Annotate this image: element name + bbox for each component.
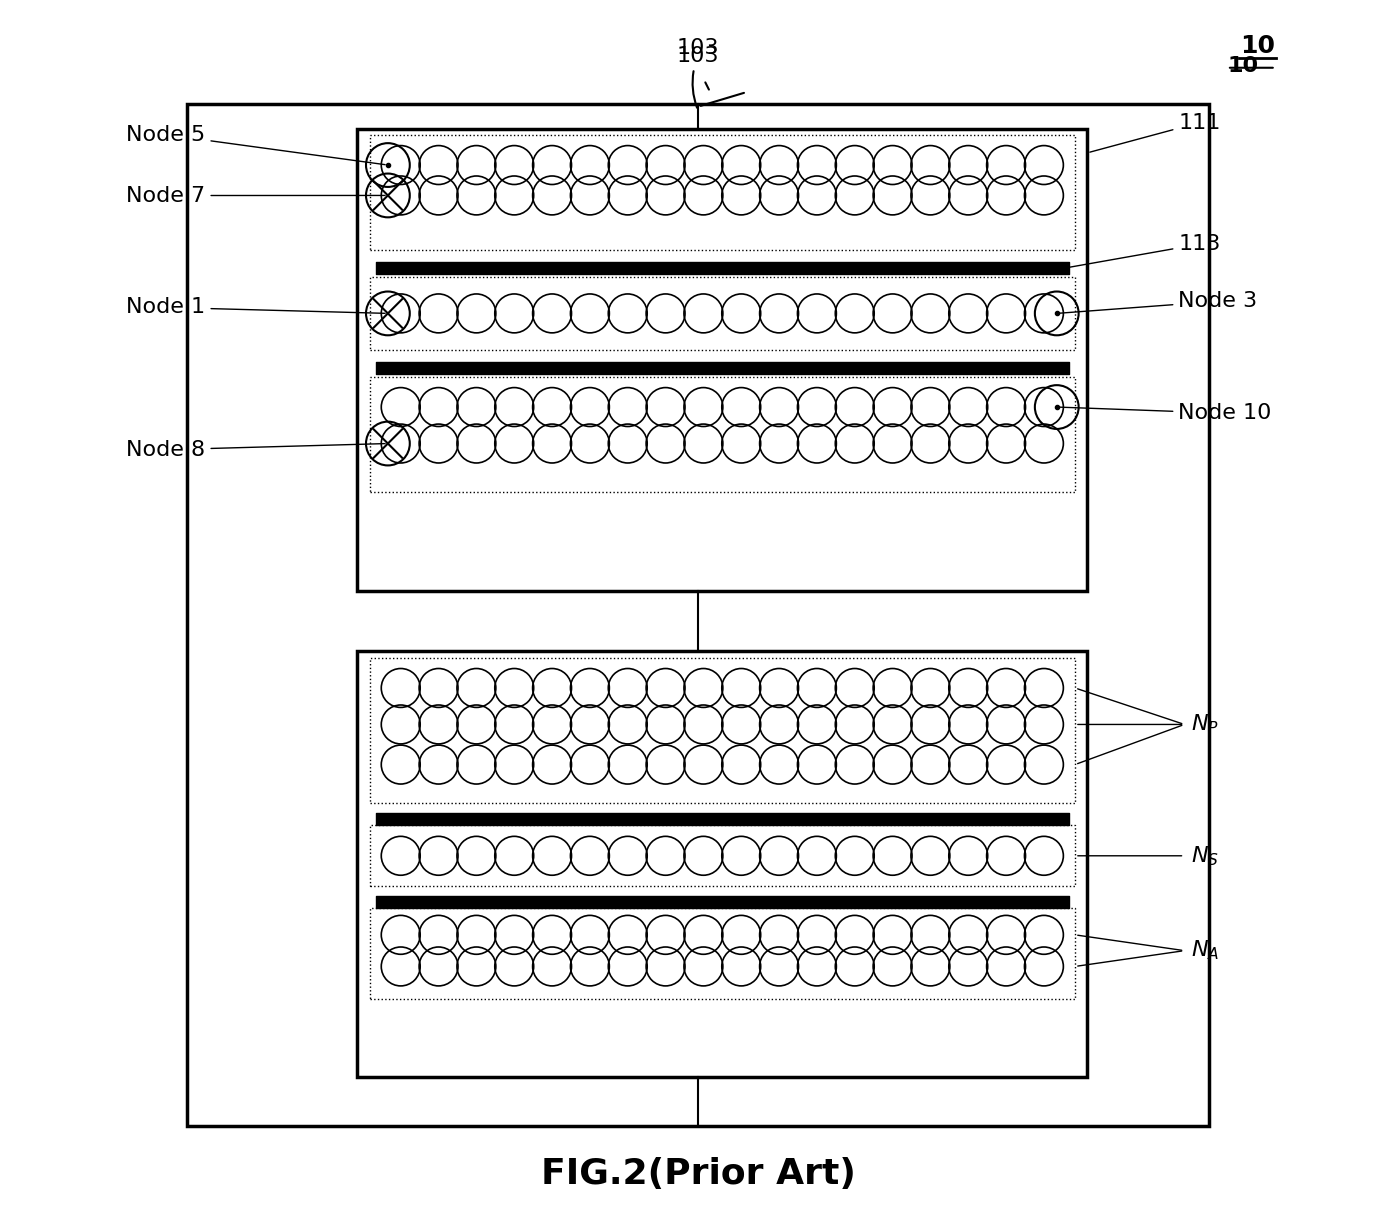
Text: 113: 113 <box>1065 234 1220 268</box>
Text: 10: 10 <box>1227 55 1258 75</box>
Text: Node 7: Node 7 <box>127 186 385 205</box>
Text: $N_A$: $N_A$ <box>1191 938 1219 962</box>
Text: 10: 10 <box>1240 34 1275 58</box>
Text: Node 10: Node 10 <box>1060 403 1272 423</box>
Text: Node 8: Node 8 <box>127 439 385 460</box>
Text: Node 3: Node 3 <box>1060 292 1258 314</box>
Text: $N_S$: $N_S$ <box>1191 844 1219 867</box>
Text: 111: 111 <box>1090 113 1220 153</box>
Text: $N_P$: $N_P$ <box>1191 712 1219 737</box>
Text: Node 5: Node 5 <box>126 124 385 165</box>
Text: Node 1: Node 1 <box>127 298 385 317</box>
Text: FIG.2(Prior Art): FIG.2(Prior Art) <box>540 1157 856 1192</box>
Text: 103: 103 <box>677 46 719 108</box>
Text: 103: 103 <box>677 38 719 58</box>
